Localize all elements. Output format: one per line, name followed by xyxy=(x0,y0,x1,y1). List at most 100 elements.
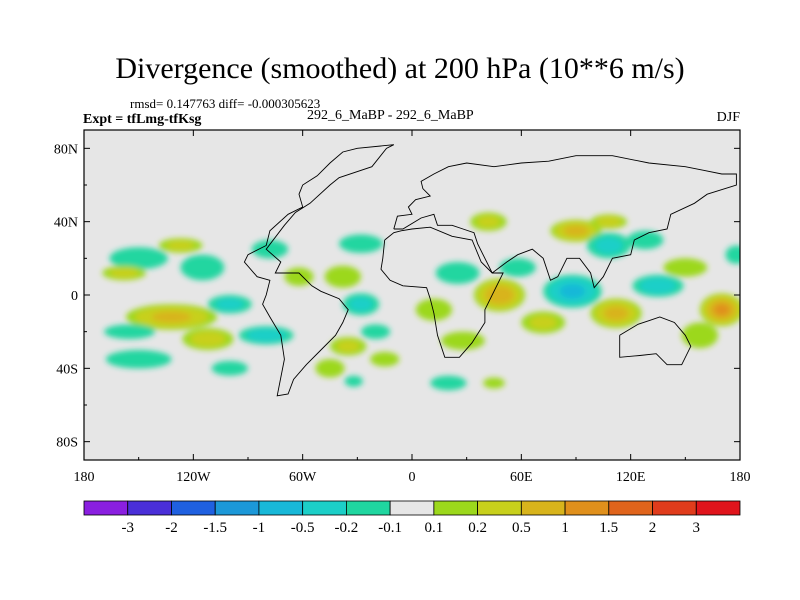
y-tick-label: 40S xyxy=(56,362,78,377)
contour-level xyxy=(370,351,400,367)
anomaly-region xyxy=(315,359,345,378)
anomaly-region xyxy=(499,258,536,277)
colorbar-swatch xyxy=(302,500,347,516)
season-label: DJF xyxy=(716,110,740,125)
anomaly-region xyxy=(441,331,485,350)
anomaly-region xyxy=(158,238,203,253)
contour-fills xyxy=(102,212,740,391)
x-tick-label: 60E xyxy=(510,470,533,485)
y-tick-label: 40N xyxy=(54,216,78,231)
contour-level xyxy=(595,216,622,227)
y-tick-label: 80N xyxy=(54,142,78,157)
axes: 180 120W 60W 0 60E 120E 180 80N 40N 0 40S 80S xyxy=(54,130,751,485)
colorbar-label: 1.5 xyxy=(599,520,618,536)
contour-level xyxy=(180,254,225,281)
colorbar-label: -3 xyxy=(121,520,134,536)
anomaly-region xyxy=(483,377,505,389)
colorbar-swatch xyxy=(652,500,697,516)
colorbar-swatch xyxy=(258,500,304,516)
coastline xyxy=(619,316,692,366)
colorbar-label: 2 xyxy=(649,520,657,536)
anomaly-region xyxy=(590,214,627,229)
anomaly-region xyxy=(330,337,367,356)
colorbar-swatch xyxy=(214,500,260,516)
anomaly-region xyxy=(105,350,172,369)
colorbar-label: -0.1 xyxy=(378,520,402,536)
contour-level xyxy=(251,240,289,259)
anomaly-region xyxy=(102,265,146,281)
contour-level xyxy=(725,245,740,264)
anomaly-region xyxy=(109,247,168,270)
contour-level xyxy=(349,297,373,312)
colorbar-label: 0.2 xyxy=(468,520,487,536)
anomaly-region xyxy=(182,328,234,350)
contour-level xyxy=(339,234,383,253)
anomaly-region xyxy=(251,240,289,259)
contour-level xyxy=(529,315,558,330)
anomaly-region xyxy=(435,262,480,284)
contour-level xyxy=(336,340,360,353)
contour-level xyxy=(499,258,536,277)
anomaly-region xyxy=(125,304,218,330)
contour-level xyxy=(315,359,345,378)
contour-level xyxy=(681,322,719,349)
colorbar-label: 3 xyxy=(693,520,701,536)
contour-level xyxy=(559,284,586,299)
contour-level xyxy=(430,375,467,391)
anomaly-region xyxy=(361,324,391,340)
x-tick-label: 120E xyxy=(616,470,646,485)
coastline xyxy=(380,226,504,358)
anomaly-region xyxy=(284,267,314,286)
contour-level xyxy=(324,265,361,288)
colorbar-swatch xyxy=(127,500,172,516)
coastlines xyxy=(243,144,737,397)
anomaly-region xyxy=(627,230,664,250)
anomaly-region xyxy=(681,322,719,349)
colorbar-swatch xyxy=(171,500,216,516)
anomaly-region xyxy=(521,311,566,334)
contour-level xyxy=(476,215,501,228)
contour-level xyxy=(563,225,589,237)
case-label: 292_6_MaBP - 292_6_MaBP xyxy=(307,108,474,123)
colorbar-label: 0.1 xyxy=(424,520,443,536)
contour-level xyxy=(603,306,629,321)
anomaly-region xyxy=(586,232,631,259)
colorbar-swatch xyxy=(477,500,522,516)
x-tick-label: 60W xyxy=(289,470,317,485)
contour-level xyxy=(166,240,195,251)
anomaly-region xyxy=(339,234,383,253)
colorbar-label: -0.5 xyxy=(291,520,315,536)
contour-level xyxy=(639,277,677,294)
contour-level xyxy=(284,267,314,286)
contour-level xyxy=(105,350,172,369)
x-tick-label: 180 xyxy=(74,470,95,485)
x-tick-label: 0 xyxy=(409,470,416,485)
anomaly-region xyxy=(699,293,740,327)
colorbar-swatch xyxy=(608,500,653,516)
anomaly-region xyxy=(474,278,525,312)
coastline xyxy=(243,144,394,397)
anomaly-region xyxy=(430,375,467,391)
anomaly-region xyxy=(590,298,642,328)
colorbar-label: -1 xyxy=(253,520,266,536)
contour-level xyxy=(441,331,485,350)
anomaly-region xyxy=(342,293,380,316)
contour-level xyxy=(190,331,226,347)
colorbar-label: 0.5 xyxy=(512,520,531,536)
colorbar-label: -1.5 xyxy=(203,520,227,536)
colorbar-label: -2 xyxy=(165,520,178,536)
anomaly-region xyxy=(104,324,156,340)
contour-level xyxy=(151,311,192,323)
colorbar-label: -0.2 xyxy=(335,520,359,536)
contour-level xyxy=(104,324,156,340)
anomaly-region xyxy=(238,326,294,345)
contour-level xyxy=(361,324,391,340)
anomaly-region xyxy=(180,254,225,281)
anomaly-region xyxy=(632,274,684,297)
anomaly-region xyxy=(543,274,602,308)
x-tick-label: 120W xyxy=(176,470,211,485)
anomaly-region xyxy=(207,295,252,314)
colorbar-swatch xyxy=(433,500,478,516)
contour-level xyxy=(109,247,168,270)
colorbar-swatch xyxy=(83,500,129,516)
